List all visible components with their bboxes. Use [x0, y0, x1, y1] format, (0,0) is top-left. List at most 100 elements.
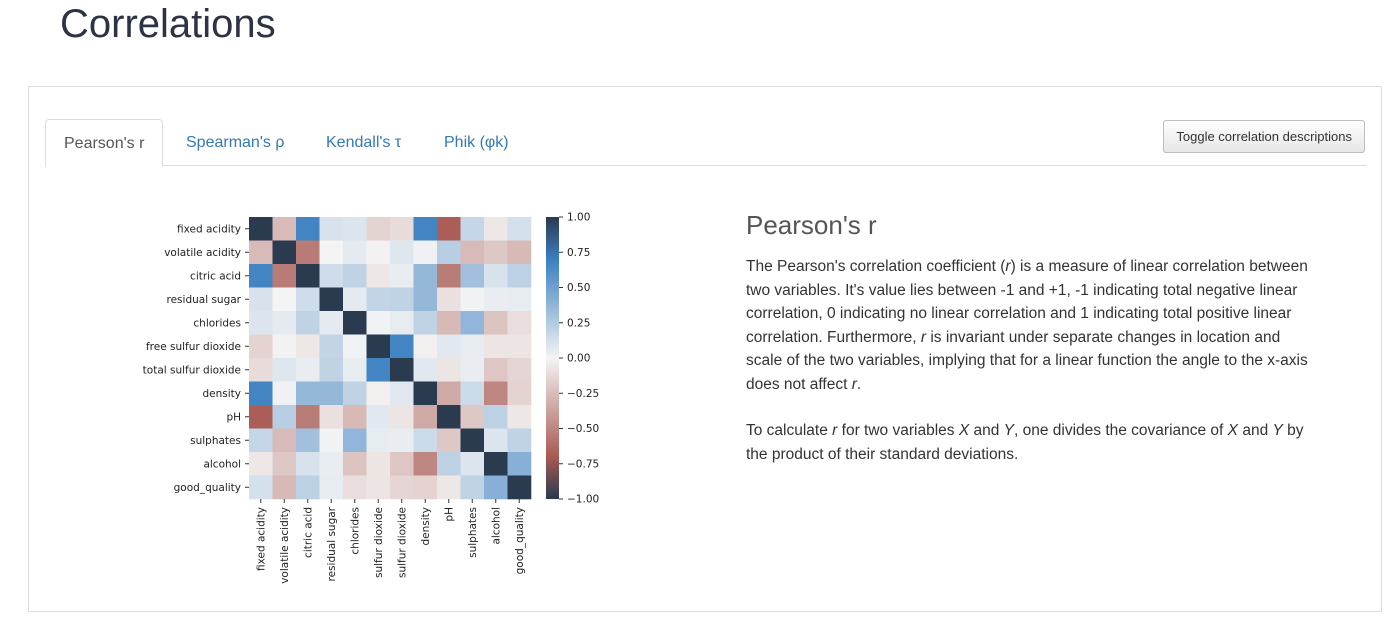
- heatmap-cell: [461, 382, 485, 406]
- description-title: Pearson's r: [746, 210, 1316, 241]
- heatmap-cell: [273, 311, 297, 335]
- heatmap-cell: [414, 264, 438, 288]
- heatmap-cell: [508, 452, 532, 476]
- heatmap-cell: [414, 335, 438, 359]
- heatmap-cell: [461, 452, 485, 476]
- x-tick-label: residual sugar: [326, 506, 338, 581]
- description-paragraph-1: The Pearson's correlation coefficient (r…: [746, 255, 1316, 396]
- heatmap-cell: [343, 358, 367, 382]
- heatmap-cell: [273, 288, 297, 312]
- heatmap-cell: [461, 288, 485, 312]
- y-tick-label: chlorides: [193, 317, 241, 329]
- heatmap-cell: [296, 429, 320, 453]
- y-tick-label: good_quality: [174, 482, 241, 494]
- x-tick-label: fixed acidity: [255, 507, 267, 571]
- x-tick-label: density: [420, 507, 432, 546]
- heatmap-cell: [414, 217, 438, 241]
- colorbar-tick-label: −0.25: [567, 388, 599, 400]
- heatmap-cell: [414, 452, 438, 476]
- x-tick-label: volatile acidity: [279, 507, 291, 584]
- heatmap-cell: [273, 476, 297, 500]
- heatmap-cell: [461, 335, 485, 359]
- heatmap-cell: [508, 335, 532, 359]
- heatmap-cell: [343, 264, 367, 288]
- heatmap-cell: [461, 358, 485, 382]
- heatmap-cell: [437, 264, 461, 288]
- heatmap-cell: [367, 288, 391, 312]
- x-tick-label: sulfur dioxide: [373, 507, 385, 578]
- heatmap-cell: [414, 382, 438, 406]
- heatmap-cell: [296, 241, 320, 265]
- heatmap-cell: [273, 452, 297, 476]
- heatmap-cell: [437, 217, 461, 241]
- heatmap-cell: [273, 358, 297, 382]
- heatmap-cell: [343, 241, 367, 265]
- heatmap-cell: [390, 241, 414, 265]
- heatmap-cell: [461, 405, 485, 429]
- heatmap-cell: [390, 358, 414, 382]
- heatmap-cell: [508, 311, 532, 335]
- heatmap-cell: [390, 382, 414, 406]
- heatmap-cell: [273, 382, 297, 406]
- heatmap-cell: [414, 476, 438, 500]
- heatmap-cell: [437, 382, 461, 406]
- heatmap-cell: [296, 358, 320, 382]
- heatmap-cell: [367, 452, 391, 476]
- heatmap-cell: [320, 241, 344, 265]
- heatmap-cell: [320, 264, 344, 288]
- heatmap-cell: [390, 405, 414, 429]
- y-tick-label: fixed acidity: [177, 223, 241, 235]
- page-title: Correlations: [60, 2, 276, 47]
- heatmap-cell: [273, 405, 297, 429]
- heatmap-cell: [390, 452, 414, 476]
- heatmap-cell: [437, 335, 461, 359]
- heatmap-cell: [320, 358, 344, 382]
- colorbar-tick-label: 1.00: [567, 212, 590, 224]
- tab-kendall[interactable]: Kendall's τ: [308, 119, 419, 166]
- heatmap-cell: [296, 405, 320, 429]
- heatmap-cell: [343, 311, 367, 335]
- heatmap-cell: [484, 382, 508, 406]
- heatmap-cell: [484, 335, 508, 359]
- heatmap-cell: [320, 335, 344, 359]
- heatmap-cell: [343, 476, 367, 500]
- heatmap-cell: [296, 288, 320, 312]
- heatmap-cell: [508, 264, 532, 288]
- x-tick-label: chlorides: [349, 507, 361, 555]
- heatmap-cell: [343, 429, 367, 453]
- heatmap-cell: [484, 358, 508, 382]
- heatmap-cell: [484, 476, 508, 500]
- heatmap-cell: [367, 217, 391, 241]
- heatmap-cell: [249, 217, 273, 241]
- heatmap-cell: [461, 241, 485, 265]
- heatmap-cell: [414, 358, 438, 382]
- y-tick-label: free sulfur dioxide: [146, 341, 241, 353]
- heatmap-cell: [390, 217, 414, 241]
- y-tick-label: sulphates: [190, 435, 241, 447]
- heatmap-cell: [320, 405, 344, 429]
- heatmap-cell: [390, 476, 414, 500]
- heatmap-cell: [390, 311, 414, 335]
- heatmap-cell: [508, 358, 532, 382]
- tab-spearman[interactable]: Spearman's ρ: [168, 119, 302, 166]
- heatmap-cell: [367, 405, 391, 429]
- heatmap-cell: [343, 382, 367, 406]
- y-tick-label: pH: [226, 411, 241, 423]
- colorbar: [546, 217, 559, 499]
- heatmap-cell: [437, 358, 461, 382]
- x-tick-label: alcohol: [490, 507, 502, 545]
- heatmap-cell: [249, 405, 273, 429]
- heatmap-cell: [508, 429, 532, 453]
- heatmap-cell: [249, 476, 273, 500]
- heatmap-cell: [461, 429, 485, 453]
- heatmap-cell: [367, 335, 391, 359]
- heatmap-cell: [484, 429, 508, 453]
- y-tick-label: citric acid: [190, 270, 241, 282]
- colorbar-tick-label: 0.00: [567, 353, 590, 365]
- heatmap-cell: [296, 311, 320, 335]
- tab-phik[interactable]: Phik (φk): [426, 119, 527, 166]
- tab-pearson[interactable]: Pearson's r: [45, 119, 163, 167]
- toggle-descriptions-button[interactable]: Toggle correlation descriptions: [1163, 120, 1365, 153]
- heatmap-cell: [249, 335, 273, 359]
- heatmap-cell: [508, 217, 532, 241]
